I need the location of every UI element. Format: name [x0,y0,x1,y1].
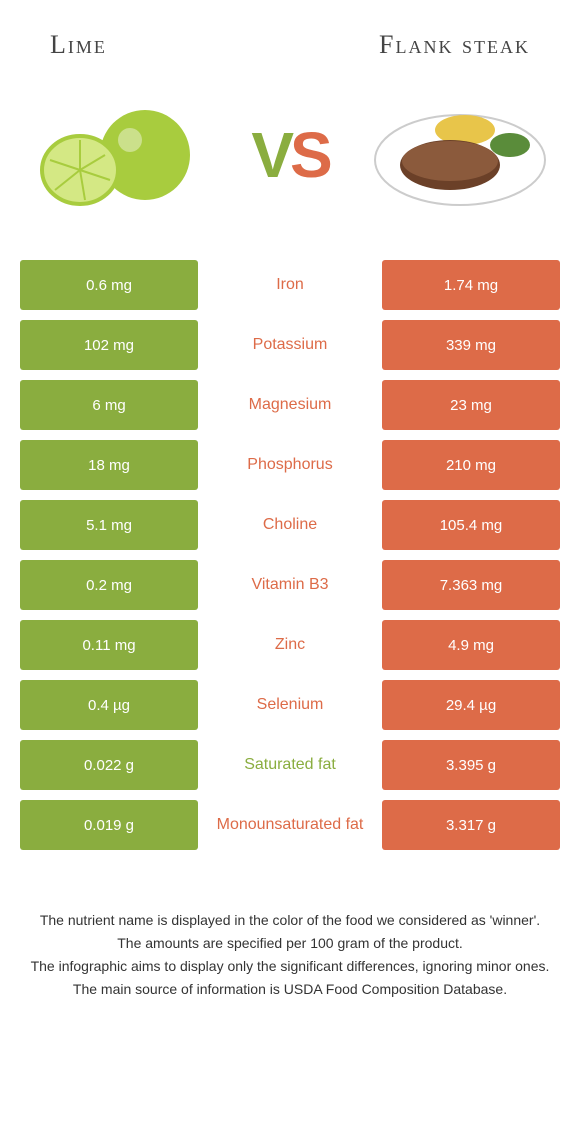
value-right: 29.4 µg [382,680,560,730]
nutrient-label: Monounsaturated fat [198,800,382,850]
table-row: 0.4 µgSelenium29.4 µg [20,680,560,730]
value-right: 105.4 mg [382,500,560,550]
nutrient-label: Choline [198,500,382,550]
comparison-table: 0.6 mgIron1.74 mg 102 mgPotassium339 mg 6 … [20,260,560,850]
nutrient-label: Vitamin B3 [198,560,382,610]
value-left: 5.1 mg [20,500,198,550]
vs-s: S [290,119,329,191]
footnote-line: The infographic aims to display only the… [30,956,550,977]
value-left: 0.6 mg [20,260,198,310]
vs-label: VS [251,118,328,192]
value-left: 0.022 g [20,740,198,790]
value-right: 3.317 g [382,800,560,850]
value-left: 0.2 mg [20,560,198,610]
value-left: 0.019 g [20,800,198,850]
lime-image [30,90,210,220]
table-row: 6 mgMagnesium23 mg [20,380,560,430]
footnote-line: The main source of information is USDA F… [30,979,550,1000]
nutrient-label: Magnesium [198,380,382,430]
value-left: 18 mg [20,440,198,490]
value-left: 0.4 µg [20,680,198,730]
nutrient-label: Saturated fat [198,740,382,790]
table-row: 0.019 gMonounsaturated fat3.317 g [20,800,560,850]
value-left: 0.11 mg [20,620,198,670]
footnote-line: The nutrient name is displayed in the co… [30,910,550,931]
nutrient-label: Phosphorus [198,440,382,490]
hero-row: VS [20,90,560,260]
title-row: Lime Flank steak [20,20,560,90]
vs-v: V [251,119,290,191]
nutrient-label: Selenium [198,680,382,730]
nutrient-label: Zinc [198,620,382,670]
value-right: 7.363 mg [382,560,560,610]
value-right: 1.74 mg [382,260,560,310]
table-row: 0.11 mgZinc4.9 mg [20,620,560,670]
value-right: 210 mg [382,440,560,490]
food-right-title: Flank steak [379,30,530,60]
nutrient-label: Iron [198,260,382,310]
table-row: 0.6 mgIron1.74 mg [20,260,560,310]
food-left-title: Lime [50,30,107,60]
table-row: 0.022 gSaturated fat3.395 g [20,740,560,790]
table-row: 0.2 mgVitamin B37.363 mg [20,560,560,610]
table-row: 5.1 mgCholine105.4 mg [20,500,560,550]
value-right: 3.395 g [382,740,560,790]
nutrient-label: Potassium [198,320,382,370]
value-left: 6 mg [20,380,198,430]
value-right: 339 mg [382,320,560,370]
footnote-line: The amounts are specified per 100 gram o… [30,933,550,954]
table-row: 18 mgPhosphorus210 mg [20,440,560,490]
table-row: 102 mgPotassium339 mg [20,320,560,370]
value-right: 4.9 mg [382,620,560,670]
value-left: 102 mg [20,320,198,370]
steak-image [370,90,550,220]
value-right: 23 mg [382,380,560,430]
footnotes: The nutrient name is displayed in the co… [20,910,560,1000]
